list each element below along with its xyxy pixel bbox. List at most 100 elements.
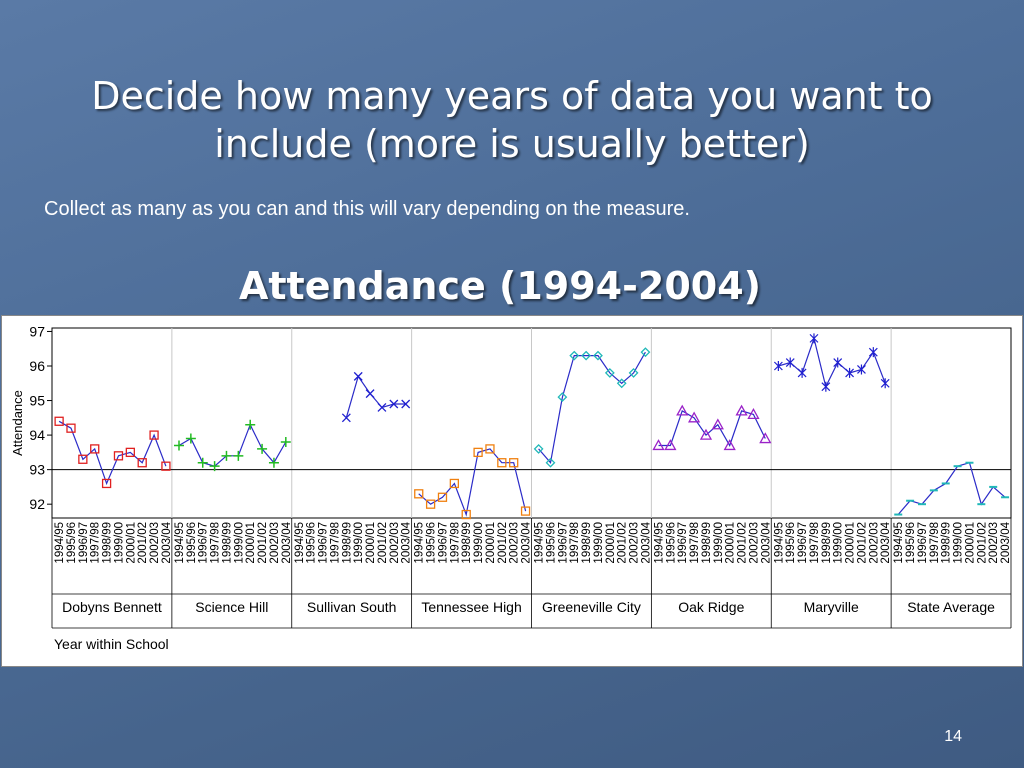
x-tick-label: 2002/03 — [389, 522, 401, 564]
data-point — [676, 404, 689, 416]
x-tick-label: 1994/95 — [294, 522, 306, 564]
school-label: Greeneville City — [542, 599, 641, 615]
data-point — [389, 399, 399, 409]
data-point — [821, 381, 831, 392]
x-tick-label: 2002/03 — [988, 522, 1000, 564]
data-point — [497, 458, 507, 468]
x-tick-label: 2000/01 — [485, 522, 497, 564]
school-label: Dobyns Bennett — [62, 599, 162, 615]
data-point — [640, 347, 651, 358]
data-point — [257, 443, 268, 454]
slide-number: 14 — [944, 728, 962, 745]
x-tick-label: 2000/01 — [845, 522, 857, 564]
x-tick-label: 2003/04 — [281, 521, 293, 563]
x-tick-label: 1999/00 — [833, 522, 845, 564]
data-point — [652, 439, 665, 451]
slide-subtitle: Collect as many as you can and this will… — [44, 198, 690, 220]
data-point — [533, 443, 544, 454]
series-line — [538, 351, 646, 465]
x-tick-label: 2001/02 — [377, 522, 389, 564]
x-tick-label: 1996/97 — [557, 522, 569, 564]
data-point — [616, 378, 627, 389]
data-point — [209, 461, 220, 472]
x-tick-label: 2003/04 — [640, 521, 652, 563]
data-point — [401, 399, 411, 409]
data-point — [880, 378, 890, 389]
data-point — [473, 447, 483, 458]
x-axis-label: Year within School — [54, 636, 169, 652]
x-tick-label: 1999/00 — [353, 522, 365, 564]
x-tick-label: 1998/99 — [701, 522, 713, 564]
x-tick-label: 1994/95 — [534, 522, 546, 564]
x-tick-label: 2001/02 — [857, 522, 869, 564]
x-tick-label: 2003/04 — [401, 521, 413, 563]
data-point — [845, 367, 855, 378]
x-tick-label: 2001/02 — [257, 522, 269, 564]
x-tick-label: 1999/00 — [233, 522, 245, 564]
data-point — [101, 478, 112, 489]
x-tick-label: 1994/95 — [654, 522, 666, 564]
data-point — [233, 450, 244, 461]
data-point — [365, 389, 375, 399]
x-tick-label: 2000/01 — [245, 522, 257, 564]
x-tick-label: 1999/00 — [953, 522, 965, 564]
school-label: Tennessee High — [421, 599, 521, 615]
data-point — [785, 357, 795, 368]
x-tick-label: 2002/03 — [748, 522, 760, 564]
data-point — [868, 347, 878, 358]
x-tick-label: 1997/98 — [689, 522, 701, 564]
data-point — [723, 439, 736, 451]
x-tick-label: 2001/02 — [137, 522, 149, 564]
data-point — [509, 458, 519, 468]
x-tick-label: 2000/01 — [365, 522, 377, 564]
school-label: Sullivan South — [307, 599, 397, 615]
data-point — [377, 402, 387, 412]
data-point — [197, 457, 208, 468]
x-tick-label: 1996/97 — [917, 522, 929, 564]
series-line — [58, 420, 167, 486]
x-tick-label: 1999/00 — [114, 522, 126, 564]
data-point — [137, 458, 147, 468]
data-point — [833, 357, 843, 368]
x-tick-label: 1996/97 — [438, 522, 450, 564]
data-point — [280, 437, 291, 447]
x-tick-label: 1994/95 — [174, 522, 186, 564]
x-tick-label: 2003/04 — [521, 521, 533, 563]
data-point — [773, 361, 783, 371]
data-point — [90, 444, 100, 454]
x-tick-label: 1998/99 — [941, 522, 953, 564]
x-tick-label: 2003/04 — [760, 521, 772, 563]
data-point — [809, 333, 819, 344]
x-tick-label: 1995/96 — [546, 522, 558, 564]
data-point — [66, 423, 76, 433]
y-tick-label: 97 — [29, 323, 45, 339]
x-tick-label: 1998/99 — [581, 522, 593, 564]
x-tick-label: 2003/04 — [161, 521, 173, 563]
x-tick-label: 1994/95 — [893, 522, 905, 564]
x-tick-label: 1996/97 — [78, 522, 90, 564]
x-tick-label: 1997/98 — [809, 522, 821, 564]
series-line — [658, 410, 766, 447]
data-point — [759, 432, 772, 444]
data-point — [797, 367, 807, 378]
data-point — [604, 367, 615, 378]
x-tick-label: 1994/95 — [773, 522, 785, 564]
y-tick-label: 93 — [29, 462, 45, 478]
data-point — [581, 350, 592, 361]
series-line — [345, 375, 406, 418]
x-tick-label: 2002/03 — [868, 522, 880, 564]
x-tick-label: 2001/02 — [737, 522, 749, 564]
series-line — [178, 423, 287, 467]
school-label: Oak Ridge — [678, 599, 744, 615]
data-point — [414, 489, 424, 499]
x-tick-label: 1998/99 — [821, 522, 833, 564]
data-point — [353, 371, 363, 381]
data-point — [449, 478, 460, 489]
data-point — [221, 450, 232, 461]
x-tick-label: 1999/00 — [473, 522, 485, 564]
data-point — [268, 457, 279, 468]
x-tick-label: 1994/95 — [54, 522, 66, 564]
x-tick-label: 1995/96 — [186, 522, 198, 564]
x-tick-label: 2000/01 — [125, 522, 137, 564]
data-point — [711, 418, 724, 430]
